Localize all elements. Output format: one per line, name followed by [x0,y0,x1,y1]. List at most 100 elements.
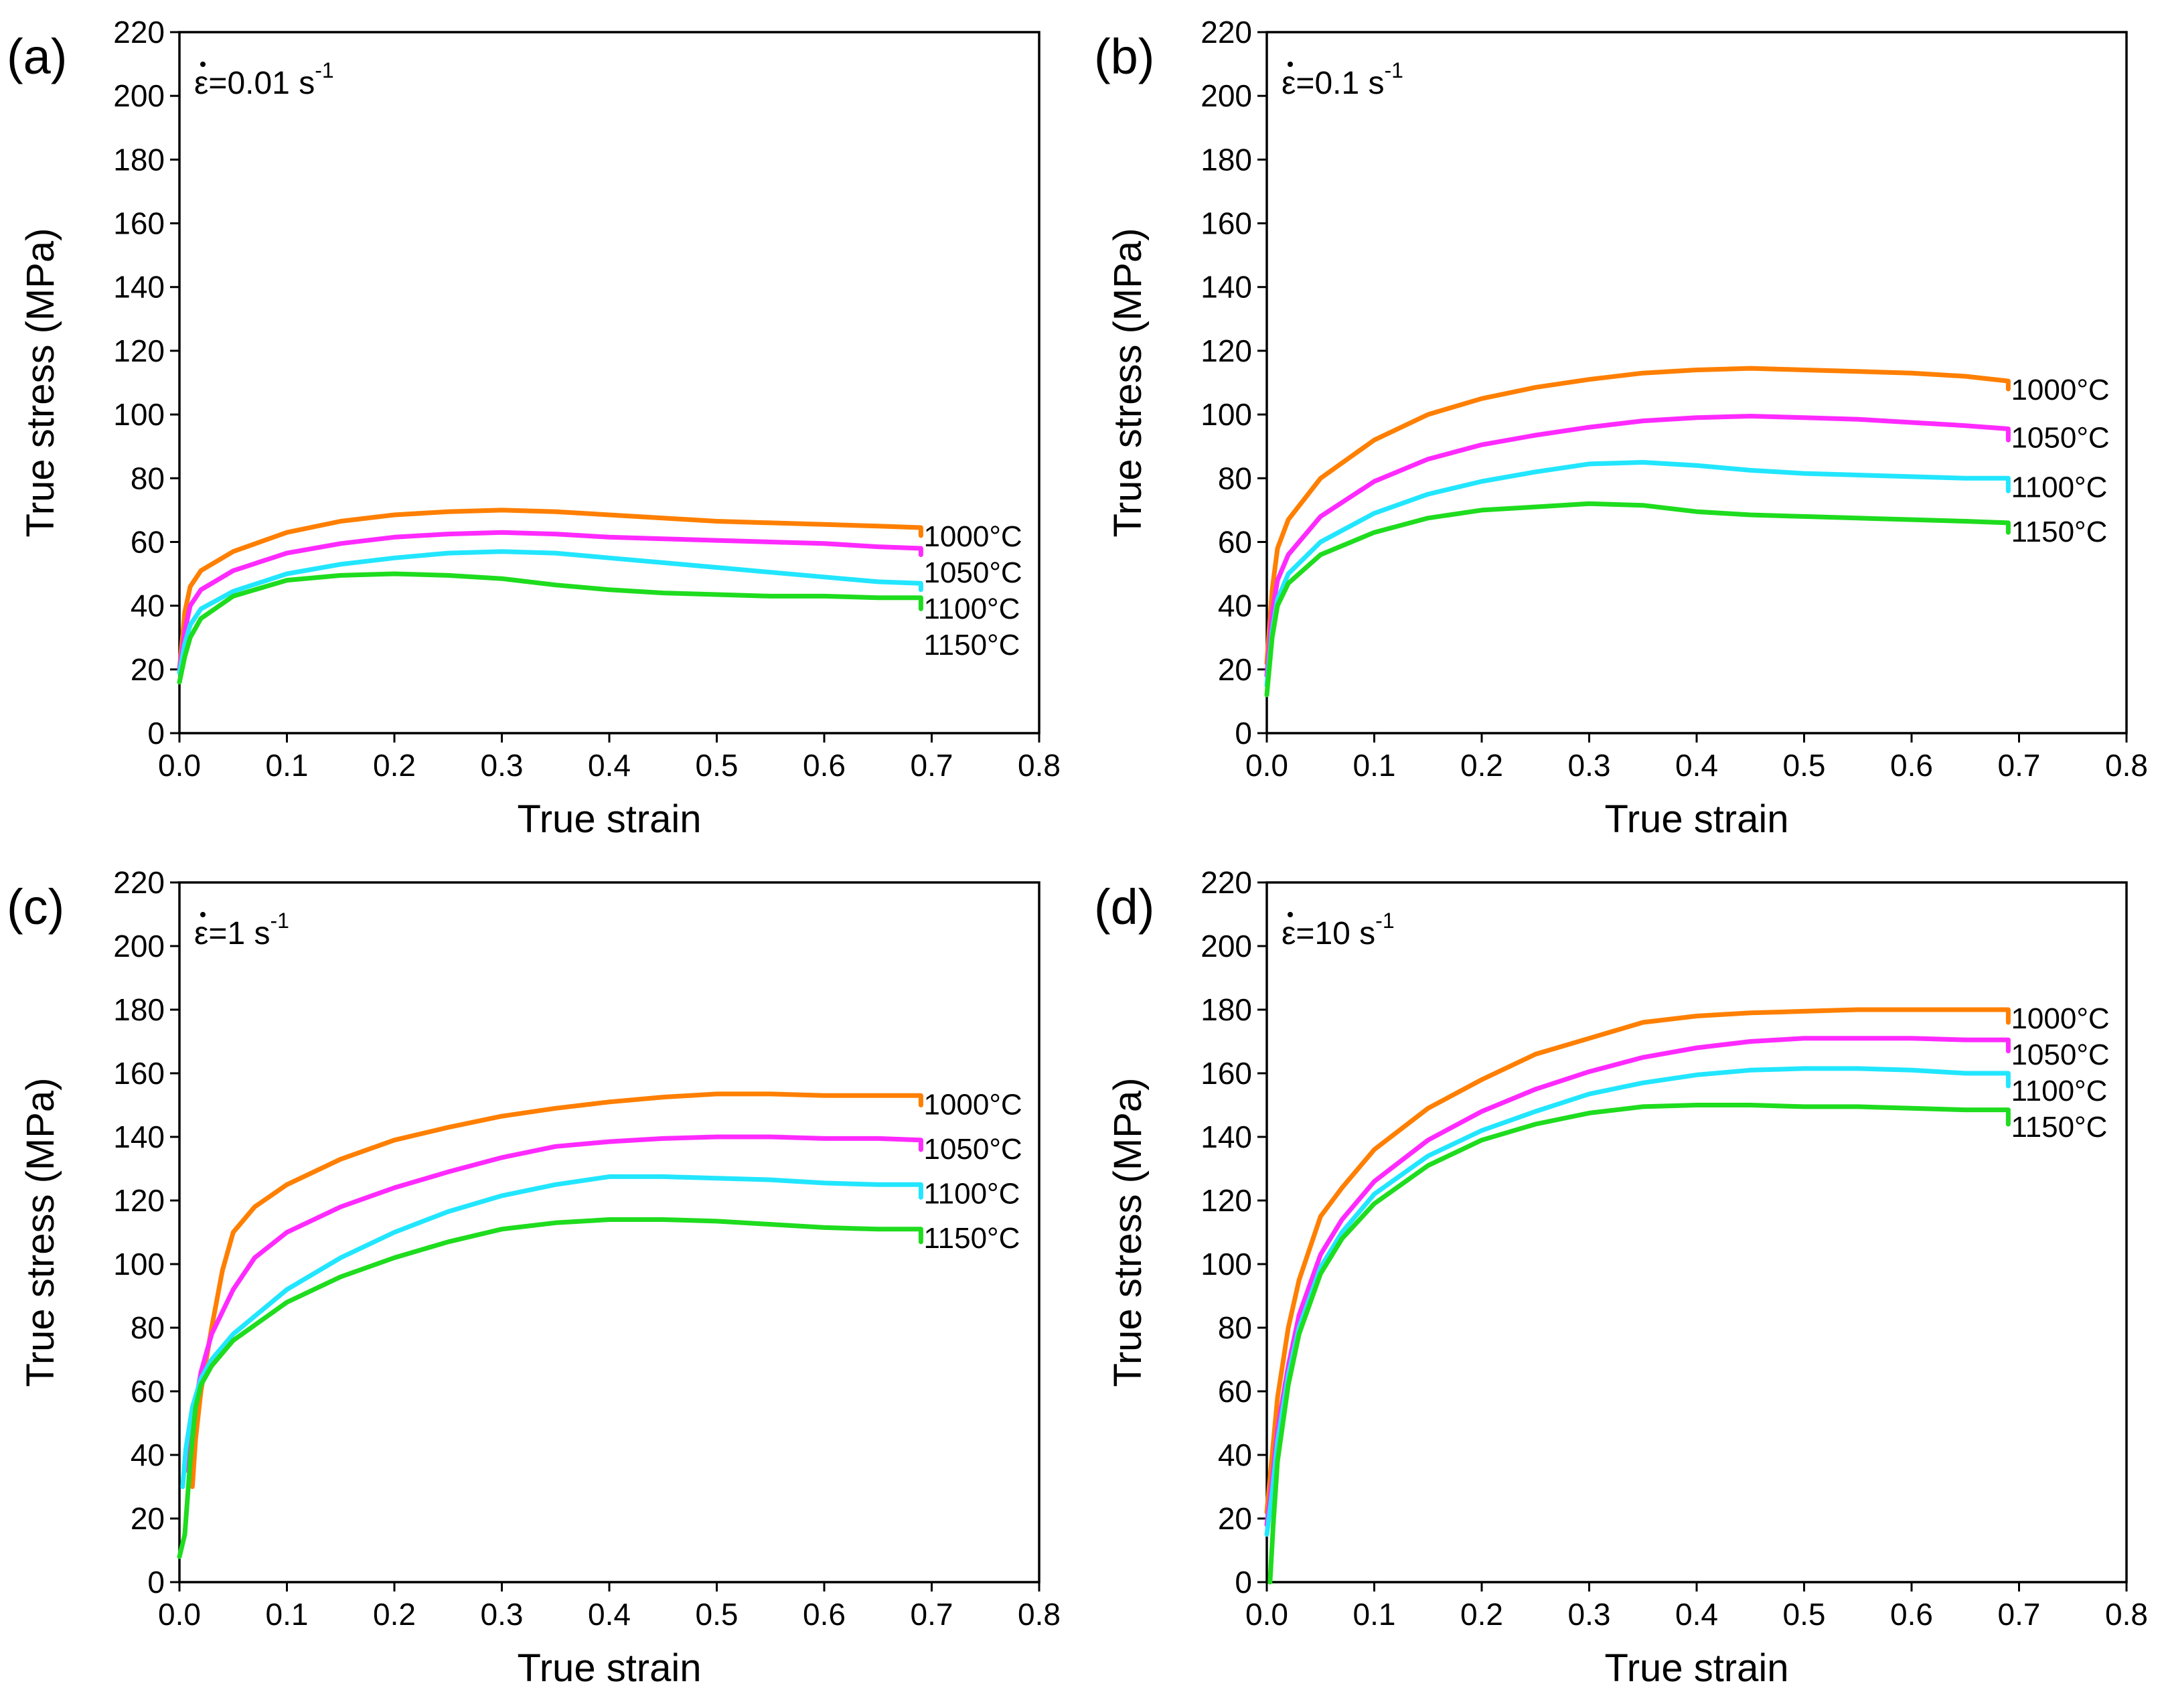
series-line-1 [189,1091,923,1489]
panel-letter: (a) [7,29,67,84]
series-line-4 [1267,1103,2011,1585]
series-line-2 [1264,1036,2011,1527]
y-tick-label: 40 [131,589,165,623]
y-tick-label: 60 [131,1374,165,1409]
y-tick-label: 140 [1201,270,1252,305]
x-tick-label: 0.6 [803,1597,846,1632]
series-end-label: 1100°C [2011,1075,2107,1107]
x-tick-label: 0.5 [696,748,739,783]
strain-rate-label: ε=10 s-1 [1282,909,1395,951]
panel-letter: (c) [7,879,64,935]
series-end-label: 1100°C [2011,471,2107,503]
series-end-label: 1150°C [923,1222,1020,1255]
y-tick-label: 0 [1235,1565,1252,1600]
y-tick-label: 100 [113,1247,165,1282]
y-tick-label: 180 [113,142,165,177]
series-line-2 [1264,414,2011,678]
x-tick-label: 0.6 [1890,1597,1933,1632]
series-line-2 [185,1134,923,1474]
x-tick-label: 0.4 [588,748,631,783]
x-tick-label: 0.8 [2105,1597,2148,1632]
x-axis-label: True strain [1604,797,1788,841]
panel-3: 0 20 40 60 80 100 120 140 160 180 200 220 0.0 0.1 0.2 0… [7,865,1061,1690]
y-tick-label: 100 [113,397,165,432]
series-end-label: 1000°C [923,520,1022,553]
strain-rate-value: =10 s [1296,916,1375,951]
y-tick-label: 40 [131,1438,165,1472]
y-tick-label: 160 [1201,206,1252,241]
x-tick-label: 0.2 [1460,1597,1503,1632]
strain-rate-label: ε=0.1 s-1 [1282,58,1403,101]
x-tick-label: 0.3 [481,1597,524,1632]
x-tick-label: 0.1 [1353,748,1396,783]
x-tick-label: 0.0 [158,1597,201,1632]
panel-letter: (d) [1094,879,1154,935]
x-tick-label: 0.7 [1998,1597,2041,1632]
strain-rate-exponent: -1 [1385,58,1403,82]
series-end-label: 1100°C [923,593,1020,625]
y-tick-label: 140 [113,1119,165,1154]
series-end-label: 1100°C [923,1177,1020,1210]
x-tick-label: 0.4 [1675,1597,1718,1632]
y-tick-label: 0 [147,1565,165,1600]
panel-letter: (b) [1094,29,1154,84]
x-tick-label: 0.2 [373,1597,416,1632]
series-end-label: 1000°C [2011,374,2109,406]
y-tick-label: 160 [113,1056,165,1091]
y-tick-label: 220 [113,865,165,900]
series-line-3 [1264,460,2011,688]
series-line-4 [177,571,923,685]
y-tick-label: 20 [1218,1501,1252,1536]
strain-rate-dot [1288,912,1293,917]
y-tick-label: 120 [1201,1183,1252,1218]
x-tick-label: 0.1 [1353,1597,1396,1632]
series-end-label: 1000°C [923,1088,1022,1121]
plot-frame [178,881,1040,1583]
series-line-4 [177,1217,923,1559]
strain-rate-symbol: ε [1282,66,1296,101]
x-tick-label: 0.5 [1783,1597,1826,1632]
series-end-label: 1050°C [923,556,1022,589]
series-line-3 [177,549,923,676]
y-tick-label: 80 [131,1310,165,1345]
y-axis-label: True stress (MPa) [1106,228,1150,538]
y-tick-label: 120 [113,1183,165,1218]
plot-frame [1265,881,2128,1583]
strain-rate-exponent: -1 [315,58,333,82]
x-tick-label: 0.5 [1783,748,1826,783]
strain-rate-exponent: -1 [270,909,289,933]
plot-frame [178,31,1040,734]
y-tick-label: 20 [131,1501,165,1536]
series-line-3 [180,1174,923,1489]
strain-rate-value: =0.1 s [1296,66,1384,101]
y-tick-label: 100 [1201,397,1252,432]
x-axis-label: True strain [517,797,701,841]
x-tick-label: 0.3 [481,748,524,783]
y-tick-label: 120 [1201,333,1252,368]
y-tick-label: 120 [113,333,165,368]
x-tick-label: 0.2 [373,748,416,783]
x-tick-label: 0.0 [1245,748,1288,783]
y-tick-label: 140 [113,270,165,305]
y-tick-label: 20 [1218,652,1252,687]
x-tick-label: 0.4 [1675,748,1718,783]
x-tick-label: 0.6 [1890,748,1933,783]
y-tick-label: 220 [1201,865,1252,900]
x-tick-label: 0.3 [1568,1597,1611,1632]
y-tick-label: 80 [1218,461,1252,495]
panel-1: 0 20 40 60 80 100 120 140 160 180 200 220 0.0 0.1 0.2 0… [7,15,1061,841]
y-tick-label: 220 [1201,15,1252,50]
y-tick-label: 60 [131,524,165,559]
series-line-2 [177,530,923,672]
y-tick-label: 180 [113,992,165,1027]
x-tick-label: 0.3 [1568,748,1611,783]
series-end-label: 1150°C [923,629,1020,662]
y-tick-label: 40 [1218,589,1252,623]
series-line-3 [1264,1066,2011,1537]
x-tick-label: 0.6 [803,748,846,783]
strain-rate-symbol: ε [194,66,208,101]
x-tick-label: 0.1 [266,748,309,783]
y-tick-label: 100 [1201,1247,1252,1282]
strain-rate-dot [200,62,206,67]
